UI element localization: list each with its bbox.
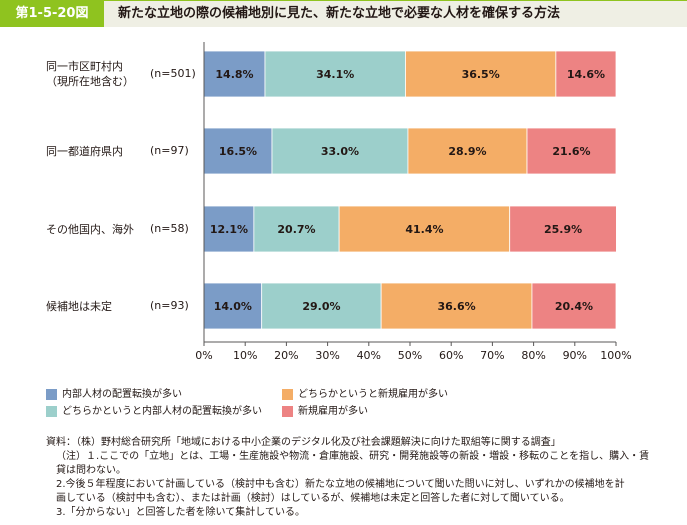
bar-value-label: 41.4% [405,223,443,236]
x-tick-label: 10% [233,349,257,362]
figure-title: 新たな立地の際の候補地別に見た、新たな立地で必要な人材を確保する方法 [118,6,561,21]
bar-segment [264,50,406,98]
category-label-line: 同一都道府県内 [46,144,123,158]
bar-value-label: 20.4% [555,300,593,313]
stacked-bar-chart: 14.8% 34.1% 36.5% 14.6% 16.5% 33.0% 28.9% 21.6%… [195,42,632,362]
note-3: 3.「分からない」と回答した者を除いて集計している。 [56,507,305,518]
bar-segment [407,127,528,175]
x-tick-label: 100% [600,349,631,362]
bar-value-label: 21.6% [552,145,590,158]
category-label: 候補地は未定 [46,299,112,314]
x-tick-label: 80% [521,349,545,362]
x-tick-label: 50% [398,349,422,362]
chart-notes: 資料：（株）野村総合研究所「地域における中小企業のデジタル化及び社会課題解決に向… [46,436,666,520]
bar-value-label: 28.9% [448,145,486,158]
category-label: その他国内、海外 [46,222,134,237]
x-tick-label: 40% [357,349,381,362]
x-tick-label: 20% [274,349,298,362]
bar-segment [509,205,617,253]
bar-segment [203,205,255,253]
note-2-line-1: 2.今後５年程度において計画している（検討中も含む）新たな立地の候補地について聞… [56,479,625,490]
x-tick-label: 60% [439,349,463,362]
category-label-line: （現所在地含む） [46,75,134,88]
figure-number-badge: 第1-5-20図 [0,1,104,27]
legend-swatch [282,406,293,417]
note-1-line-2: 貸は問わない。 [56,465,126,476]
bar-segment [338,205,511,253]
legend-label: どちらかというと内部人材の配置転換が多い [62,406,262,417]
bar-segment [526,127,617,175]
category-label: 同一都道府県内 [46,144,123,159]
bar-segment [380,282,533,330]
bar-value-label: 12.1% [210,223,248,236]
bar-value-label: 29.0% [302,300,340,313]
legend-label: 内部人材の配置転換が多い [62,389,182,400]
bar-value-label: 14.6% [567,68,605,81]
bar-value-label: 36.6% [437,300,475,313]
category-label-line: 同一市区町村内 [46,60,123,73]
legend-label: どちらかというと新規雇用が多い [298,389,448,400]
bar-segment [555,50,617,98]
bar-segment [253,205,340,253]
category-label-line: その他国内、海外 [46,222,134,236]
bar-segment [405,50,557,98]
bar-segment [203,282,263,330]
x-tick-label: 90% [563,349,587,362]
bar-segment [261,282,382,330]
category-sample-size: (n=58) [150,222,189,235]
x-tick-label: 70% [480,349,504,362]
bar-value-label: 14.0% [214,300,252,313]
category-sample-size: (n=501) [150,67,196,80]
category-sample-size: (n=93) [150,299,189,312]
note-1-line-1: （注）１.ここでの「立地」とは、工場・生産施設や物流・倉庫施設、研究・開発施設等… [56,451,650,462]
source-note: 資料：（株）野村総合研究所「地域における中小企業のデジタル化及び社会課題解決に向… [46,437,561,448]
x-tick-label: 30% [315,349,339,362]
category-label: 同一市区町村内 （現所在地含む） [46,59,134,89]
bar-value-label: 25.9% [544,223,582,236]
bar-value-label: 33.0% [321,145,359,158]
legend-label: 新規雇用が多い [298,406,368,417]
legend-swatch [46,406,57,417]
note-2-line-2: 画している（検討中も含む）、または計画（検討）はしているが、候補地は未定と回答し… [56,493,570,504]
figure-header: 第1-5-20図 新たな立地の際の候補地別に見た、新たな立地で必要な人材を確保す… [0,0,687,27]
legend-swatch [46,389,57,400]
x-tick-label: 0% [195,349,212,362]
bar-segment [203,50,266,98]
bar-value-label: 14.8% [215,68,253,81]
category-sample-size: (n=97) [150,144,189,157]
bar-value-label: 36.5% [462,68,500,81]
bar-value-label: 34.1% [316,68,354,81]
bar-value-label: 20.7% [277,223,315,236]
bar-segment [531,282,617,330]
bar-value-label: 16.5% [219,145,257,158]
legend-swatch [282,389,293,400]
category-label-line: 候補地は未定 [46,299,112,313]
bar-segment [271,127,409,175]
bar-segment [203,127,273,175]
